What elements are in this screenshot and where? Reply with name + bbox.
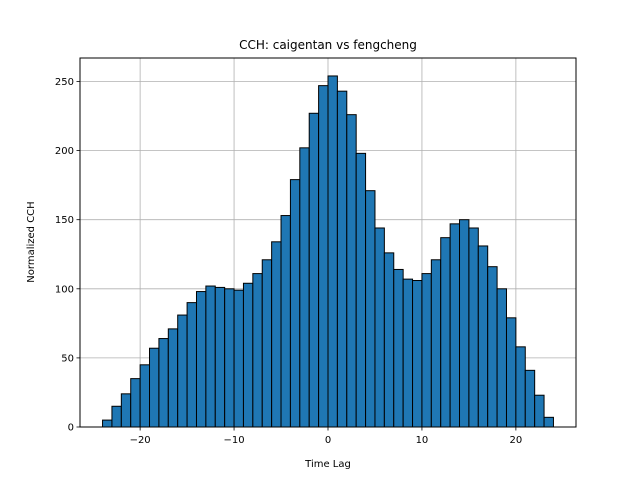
- histogram-bar: [496, 288, 507, 428]
- histogram-bar: [543, 416, 554, 428]
- histogram-bar: [120, 393, 132, 428]
- histogram-bar: [412, 280, 423, 428]
- histogram-bar: [318, 85, 329, 428]
- histogram-bar: [299, 147, 310, 428]
- histogram-bar: [346, 114, 357, 428]
- histogram-bar: [289, 179, 301, 428]
- histogram-bar: [130, 378, 141, 428]
- histogram-bar: [149, 347, 160, 428]
- histogram-bar: [280, 215, 291, 428]
- histogram-bar: [214, 286, 226, 428]
- x-tick-label: 0: [325, 435, 331, 446]
- histogram-bar: [459, 219, 470, 428]
- histogram-bar: [205, 285, 216, 428]
- y-tick-label: 250: [55, 77, 74, 88]
- histogram-bar: [327, 75, 338, 428]
- histogram-bar: [177, 314, 188, 428]
- histogram-bar: [139, 364, 151, 428]
- histogram-bar: [261, 259, 273, 428]
- x-tick-label: 10: [416, 435, 429, 446]
- histogram-bar: [111, 405, 122, 428]
- histogram-bar: [440, 237, 451, 428]
- histogram-bar: [242, 282, 254, 428]
- histogram-bar: [515, 346, 526, 428]
- y-tick-label: 0: [68, 423, 74, 434]
- histogram-bar: [365, 190, 376, 428]
- x-tick-label: −20: [130, 435, 151, 446]
- histogram-bar: [102, 419, 113, 428]
- y-tick-label: 50: [61, 353, 74, 364]
- histogram-bar: [233, 289, 244, 428]
- histogram-bar: [421, 273, 432, 428]
- histogram-bar: [468, 227, 479, 428]
- chart-title: CCH: caigentan vs fengcheng: [239, 38, 417, 52]
- histogram-bar: [271, 241, 282, 428]
- y-tick-label: 150: [55, 215, 74, 226]
- histogram-bar: [167, 328, 179, 428]
- histogram-bar: [430, 259, 442, 428]
- histogram-bar: [308, 112, 320, 428]
- bars: [102, 75, 554, 428]
- histogram-bar: [524, 369, 536, 428]
- histogram-bar: [487, 266, 498, 428]
- y-tick-label: 100: [55, 284, 74, 295]
- x-axis-label: Time Lag: [304, 459, 351, 470]
- y-axis-label: Normalized CCH: [26, 201, 37, 282]
- histogram-bar: [158, 338, 169, 428]
- histogram-bar: [402, 278, 414, 428]
- histogram-bar: [336, 90, 348, 428]
- histogram-bar: [383, 252, 395, 428]
- histogram-bar: [252, 273, 263, 428]
- x-tick-label: 20: [510, 435, 523, 446]
- histogram-bar: [224, 288, 235, 428]
- histogram-bar: [449, 223, 461, 428]
- x-tick-label: −10: [224, 435, 245, 446]
- histogram-bar: [534, 394, 545, 428]
- histogram-bar: [477, 245, 489, 428]
- histogram-bar: [393, 268, 404, 428]
- histogram-bar: [505, 317, 517, 428]
- histogram-bar: [374, 227, 385, 428]
- histogram-bar: [195, 291, 207, 428]
- y-tick-label: 200: [55, 146, 74, 157]
- histogram-bar: [186, 302, 197, 428]
- histogram-bar: [355, 152, 367, 428]
